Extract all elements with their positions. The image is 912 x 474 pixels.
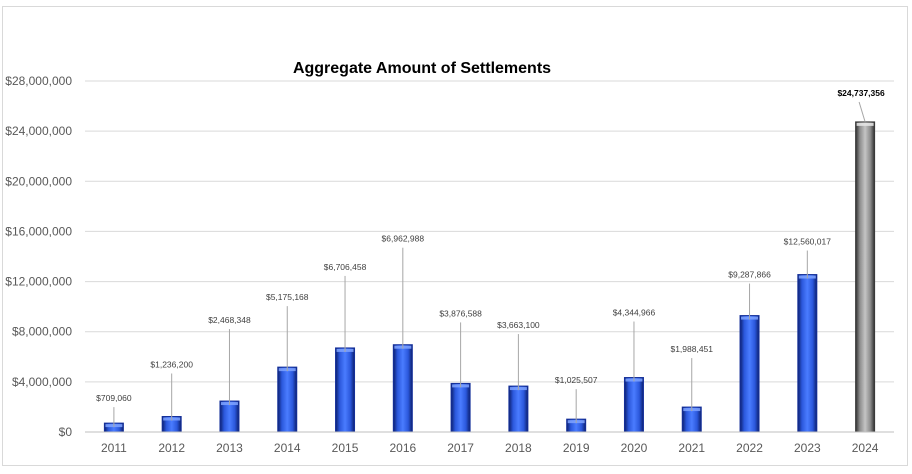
y-tick-label: $28,000,000 bbox=[5, 74, 72, 88]
bar-2016 bbox=[392, 344, 413, 433]
x-tick-label: 2023 bbox=[794, 441, 821, 455]
data-label-2012: $1,236,200 bbox=[150, 360, 193, 370]
y-tick-label: $0 bbox=[59, 425, 73, 439]
x-tick-label: 2020 bbox=[621, 441, 648, 455]
bar-2018 bbox=[508, 385, 529, 433]
data-label-2014: $5,175,168 bbox=[266, 292, 309, 302]
data-labels: $709,060 $1,236,200 $2,468,348 $5,175,168 $6… bbox=[96, 88, 885, 403]
x-tick-label: 2014 bbox=[274, 441, 301, 455]
data-label-2015: $6,706,458 bbox=[324, 262, 367, 272]
chart-title: Aggregate Amount of Settlements bbox=[293, 60, 551, 77]
data-label-2016: $6,962,988 bbox=[382, 234, 425, 244]
y-tick-label: $12,000,000 bbox=[5, 275, 72, 289]
x-tick-label: 2011 bbox=[101, 441, 127, 455]
leader-lines bbox=[113, 101, 866, 428]
data-label-2022: $9,287,866 bbox=[728, 270, 771, 280]
x-tick-label: 2021 bbox=[678, 441, 705, 455]
gridlines bbox=[85, 80, 894, 433]
x-tick-label: 2015 bbox=[332, 441, 359, 455]
x-tick-label: 2016 bbox=[389, 441, 416, 455]
data-label-2021: $1,988,451 bbox=[670, 344, 713, 354]
y-axis: $0 $4,000,000 $8,000,000 $12,000,000 $16,000… bbox=[5, 74, 72, 439]
x-axis: 2011 2012 2013 2014 2015 2016 2017 2018 2019 2020… bbox=[85, 431, 894, 455]
x-tick-label: 2013 bbox=[216, 441, 243, 455]
bar-2014 bbox=[277, 366, 298, 433]
data-label-2024: $24,737,356 bbox=[837, 88, 885, 98]
data-label-2019: $1,025,507 bbox=[555, 375, 598, 385]
x-tick-label: 2022 bbox=[736, 441, 763, 455]
bar-2023 bbox=[797, 274, 818, 433]
bars bbox=[103, 121, 876, 433]
x-tick-label: 2012 bbox=[158, 441, 185, 455]
data-label-2017: $3,876,588 bbox=[439, 308, 482, 318]
bar-2013 bbox=[219, 400, 240, 433]
y-tick-label: $20,000,000 bbox=[5, 174, 72, 188]
data-label-2023: $12,560,017 bbox=[784, 237, 832, 247]
x-tick-label: 2017 bbox=[447, 441, 474, 455]
data-label-2013: $2,468,348 bbox=[208, 315, 251, 325]
data-label-2018: $3,663,100 bbox=[497, 320, 540, 330]
bar-2024 bbox=[855, 121, 876, 433]
x-tick-label: 2019 bbox=[563, 441, 590, 455]
data-label-2011: $709,060 bbox=[96, 393, 132, 403]
data-label-2020: $4,344,966 bbox=[613, 308, 656, 318]
bar-2015 bbox=[335, 347, 356, 433]
x-tick-label: 2024 bbox=[852, 441, 879, 455]
y-tick-label: $8,000,000 bbox=[12, 325, 72, 339]
y-tick-label: $16,000,000 bbox=[5, 224, 72, 238]
bar-2017 bbox=[450, 382, 471, 433]
x-tick-label: 2018 bbox=[505, 441, 532, 455]
bar-2020 bbox=[623, 377, 644, 433]
bar-cap-2024 bbox=[856, 122, 874, 126]
bar-2022 bbox=[739, 315, 760, 433]
y-tick-label: $24,000,000 bbox=[5, 124, 72, 138]
y-tick-label: $4,000,000 bbox=[12, 375, 72, 389]
leader-line-2024 bbox=[858, 101, 866, 123]
